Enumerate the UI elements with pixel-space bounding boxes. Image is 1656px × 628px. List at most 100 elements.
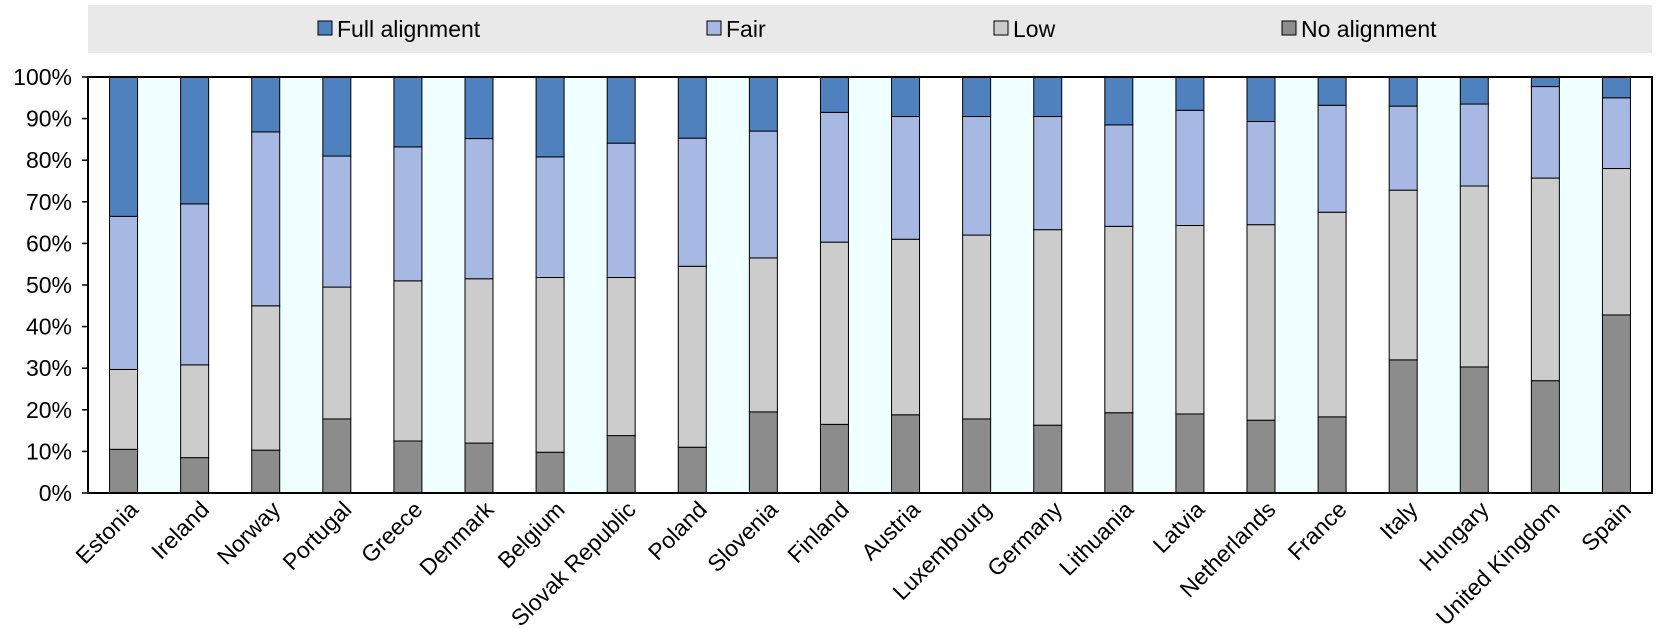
bar-segment-low (1104, 225, 1134, 414)
bar-group-latvia (1175, 76, 1205, 494)
bar-segment-no-alignment (251, 449, 281, 494)
x-tick-label: Norway (212, 496, 286, 570)
bar-segment-fair (1317, 104, 1347, 213)
bar-segment-no-alignment (1104, 412, 1134, 494)
bar-segment-full-alignment (180, 76, 210, 205)
bar-segment-full-alignment (1033, 76, 1063, 118)
legend-label: Full alignment (337, 16, 481, 42)
bar-segment-low (606, 277, 636, 437)
bar-segment-fair (1175, 109, 1205, 227)
bar-segment-full-alignment (1175, 76, 1205, 111)
bar-segment-full-alignment (962, 76, 992, 118)
bar-segment-fair (109, 215, 139, 370)
bar-segment-full-alignment (748, 76, 778, 132)
bar-segment-full-alignment (322, 76, 352, 157)
bar-segment-low (180, 364, 210, 459)
bar-segment-no-alignment (1459, 366, 1489, 494)
x-tick-label: Austria (856, 496, 925, 565)
legend-item-no-alignment: No alignment (1281, 16, 1437, 42)
bar-segment-low (322, 286, 352, 420)
legend-label: Fair (726, 16, 766, 42)
bar-segment-low (819, 241, 849, 425)
bar-segment-low (1530, 177, 1560, 382)
bar-group-united-kingdom (1530, 76, 1560, 494)
bar-segment-fair (1530, 86, 1560, 179)
bar-segment-full-alignment (535, 76, 565, 158)
bar-group-finland (819, 76, 849, 494)
bar-group-poland (677, 76, 707, 494)
bar-group-lithuania (1104, 76, 1134, 494)
legend-swatch (993, 20, 1009, 36)
bar-segment-fair (535, 156, 565, 279)
bar-segment-no-alignment (606, 435, 636, 494)
bar-group-greece (393, 76, 423, 494)
y-tick-label: 50% (26, 272, 72, 298)
x-tick-label: Slovak Republic (506, 496, 641, 628)
bar-segment-no-alignment (393, 440, 423, 494)
y-tick-label: 30% (26, 355, 72, 381)
bar-segment-no-alignment (322, 418, 352, 494)
bar-segment-low (464, 278, 494, 444)
bar-segment-low (1246, 224, 1276, 421)
legend-background (88, 5, 1652, 53)
x-tick-label: Germany (982, 496, 1068, 582)
bar-segment-no-alignment (1246, 419, 1276, 494)
bar-segment-low (1317, 211, 1347, 418)
bar-segment-low (251, 305, 281, 451)
bar-segment-no-alignment (677, 446, 707, 494)
bar-segment-fair (1033, 116, 1063, 231)
legend-label: Low (1013, 16, 1056, 42)
bar-group-norway (251, 76, 281, 494)
bar-segment-low (1459, 185, 1489, 368)
bar-segment-fair (1246, 121, 1276, 226)
bar-segment-fair (180, 203, 210, 366)
bar-segment-full-alignment (1104, 76, 1134, 126)
bar-group-france (1317, 76, 1347, 494)
bar-segment-low (393, 280, 423, 442)
bar-segment-full-alignment (677, 76, 707, 139)
y-axis-ticks: 0% 10% 20% 30% 40% 50% 60% 70% 80% 90% 100% (13, 64, 88, 506)
bar-segment-no-alignment (1388, 359, 1418, 494)
bar-segment-full-alignment (891, 76, 921, 118)
bar-segment-no-alignment (891, 414, 921, 494)
x-tick-label: Ireland (146, 496, 214, 564)
x-tick-label: Estonia (70, 496, 143, 569)
bar-segment-low (1033, 229, 1063, 426)
bar-segment-full-alignment (251, 76, 281, 133)
legend-swatch (706, 20, 722, 36)
bar-segment-fair (1104, 124, 1134, 227)
y-tick-label: 100% (13, 64, 72, 90)
bar-segment-fair (606, 142, 636, 279)
y-tick-label: 0% (39, 480, 72, 506)
bar-segment-low (748, 257, 778, 413)
bar-segment-fair (393, 146, 423, 282)
bar-segment-no-alignment (1175, 413, 1205, 494)
bar-segment-fair (677, 137, 707, 267)
x-tick-label: Denmark (414, 496, 499, 581)
x-tick-label: Greece (356, 496, 428, 568)
bar-group-belgium (535, 76, 565, 494)
bar-segment-full-alignment (464, 76, 494, 140)
bar-segment-full-alignment (1530, 76, 1560, 88)
legend: Full alignment Fair Low No alignment (88, 5, 1652, 53)
bar-group-portugal (322, 76, 352, 494)
y-tick-label: 20% (26, 397, 72, 423)
bar-segment-no-alignment (464, 442, 494, 494)
bar-segment-low (535, 277, 565, 453)
bar-group-slovak-republic (606, 76, 636, 494)
bar-segment-full-alignment (1317, 76, 1347, 106)
bar-segment-fair (251, 131, 281, 307)
x-tick-label: Latvia (1148, 496, 1210, 558)
legend-swatch (317, 20, 333, 36)
x-tick-label: Slovenia (702, 496, 783, 577)
bar-segment-low (962, 234, 992, 420)
bar-segment-fair (1601, 97, 1631, 170)
y-tick-label: 60% (26, 230, 72, 256)
bar-segment-no-alignment (1601, 314, 1631, 494)
legend-item-full-alignment: Full alignment (317, 16, 481, 42)
y-tick-label: 40% (26, 314, 72, 340)
x-tick-label: Italy (1375, 496, 1424, 545)
bar-segment-no-alignment (748, 411, 778, 494)
y-tick-label: 90% (26, 106, 72, 132)
